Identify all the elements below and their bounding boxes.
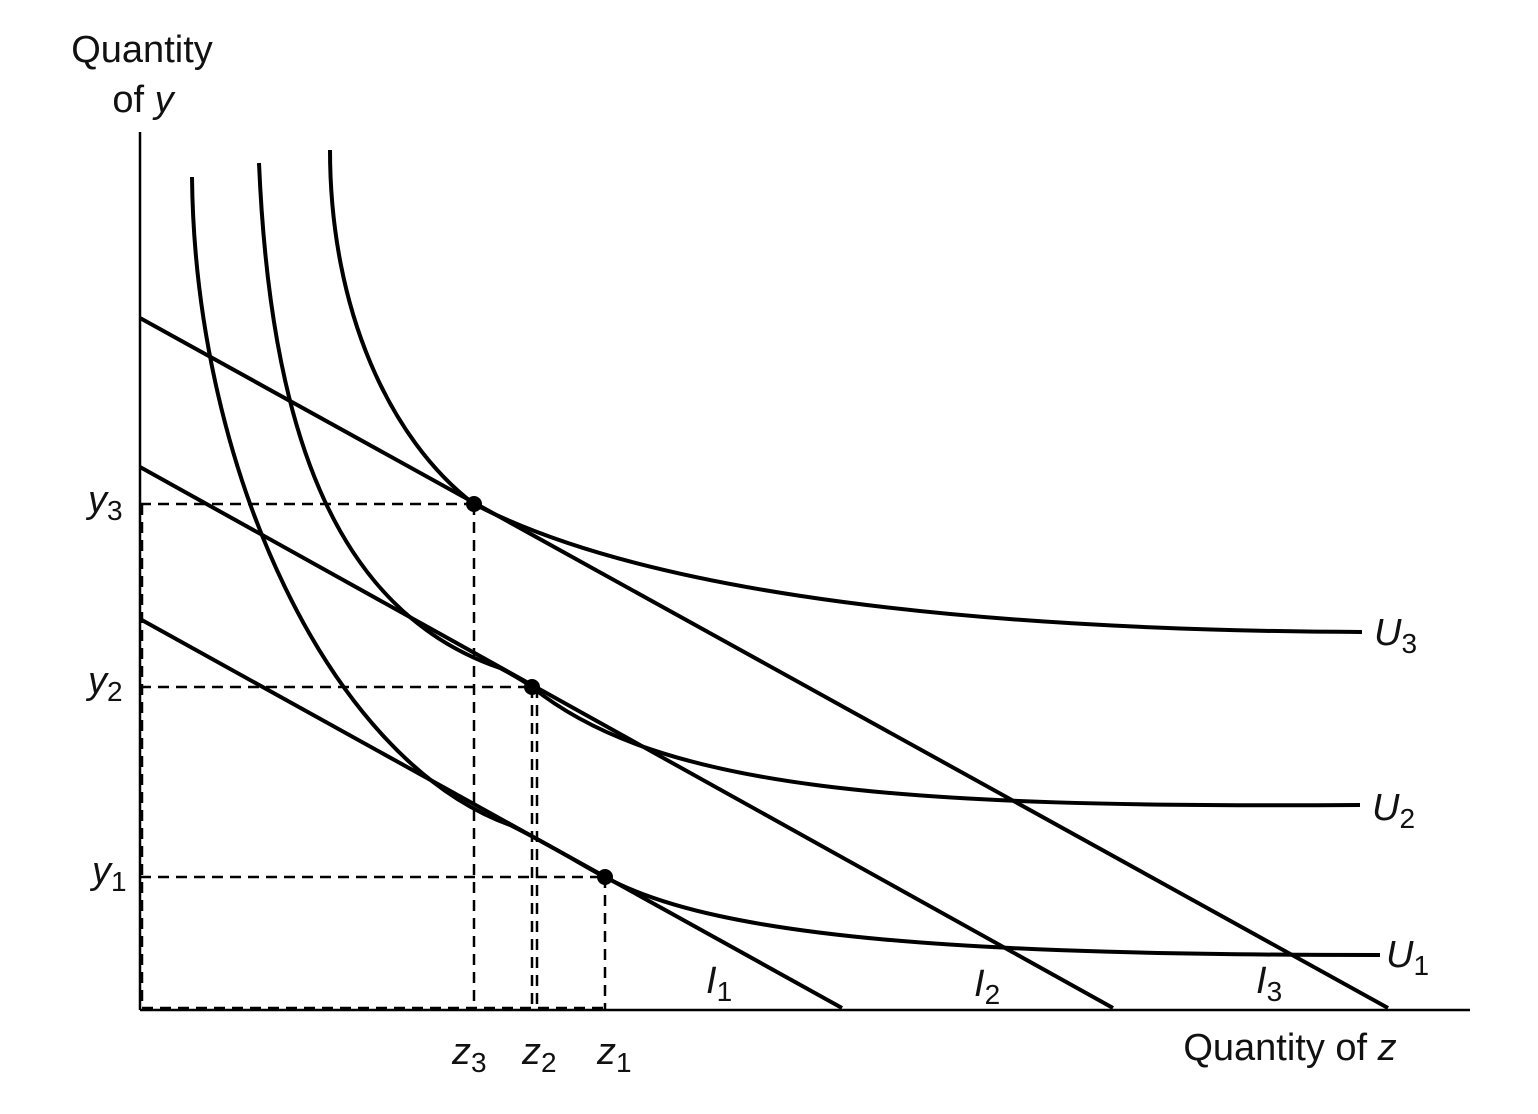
indifference-curve-u1 (190, 176, 1381, 957)
label-u3: U3 (1374, 612, 1417, 659)
budget-line-i2 (139, 465, 1114, 1010)
y-tick-y2: y2 (85, 660, 123, 707)
label-i3: I3 (1256, 960, 1282, 1007)
budget-line-i1 (139, 617, 843, 1010)
x-axis-label: Quantity of z (1183, 1027, 1396, 1069)
dashed-guides (140, 502, 607, 1010)
label-u2: U2 (1372, 787, 1415, 834)
tangency-point-1 (597, 869, 613, 885)
y-tick-y1: y1 (89, 850, 127, 897)
indifference-curve-u2 (257, 162, 1361, 808)
x-tick-z1: z1 (596, 1031, 632, 1078)
label-u1: U1 (1386, 934, 1429, 981)
y-axis-label-line1: Quantity (71, 29, 213, 71)
tangency-point-3 (466, 496, 482, 512)
y-axis-label-line2: of y (112, 79, 175, 121)
tangency-point-2 (524, 679, 540, 695)
y-tick-y3: y3 (85, 479, 123, 526)
label-i1: I1 (706, 960, 732, 1007)
label-i2: I2 (974, 963, 1000, 1010)
indifference-curve-u3 (328, 149, 1363, 634)
budget-line-i3 (139, 316, 1389, 1010)
x-tick-z2: z2 (521, 1031, 557, 1078)
x-tick-z3: z3 (451, 1031, 487, 1078)
